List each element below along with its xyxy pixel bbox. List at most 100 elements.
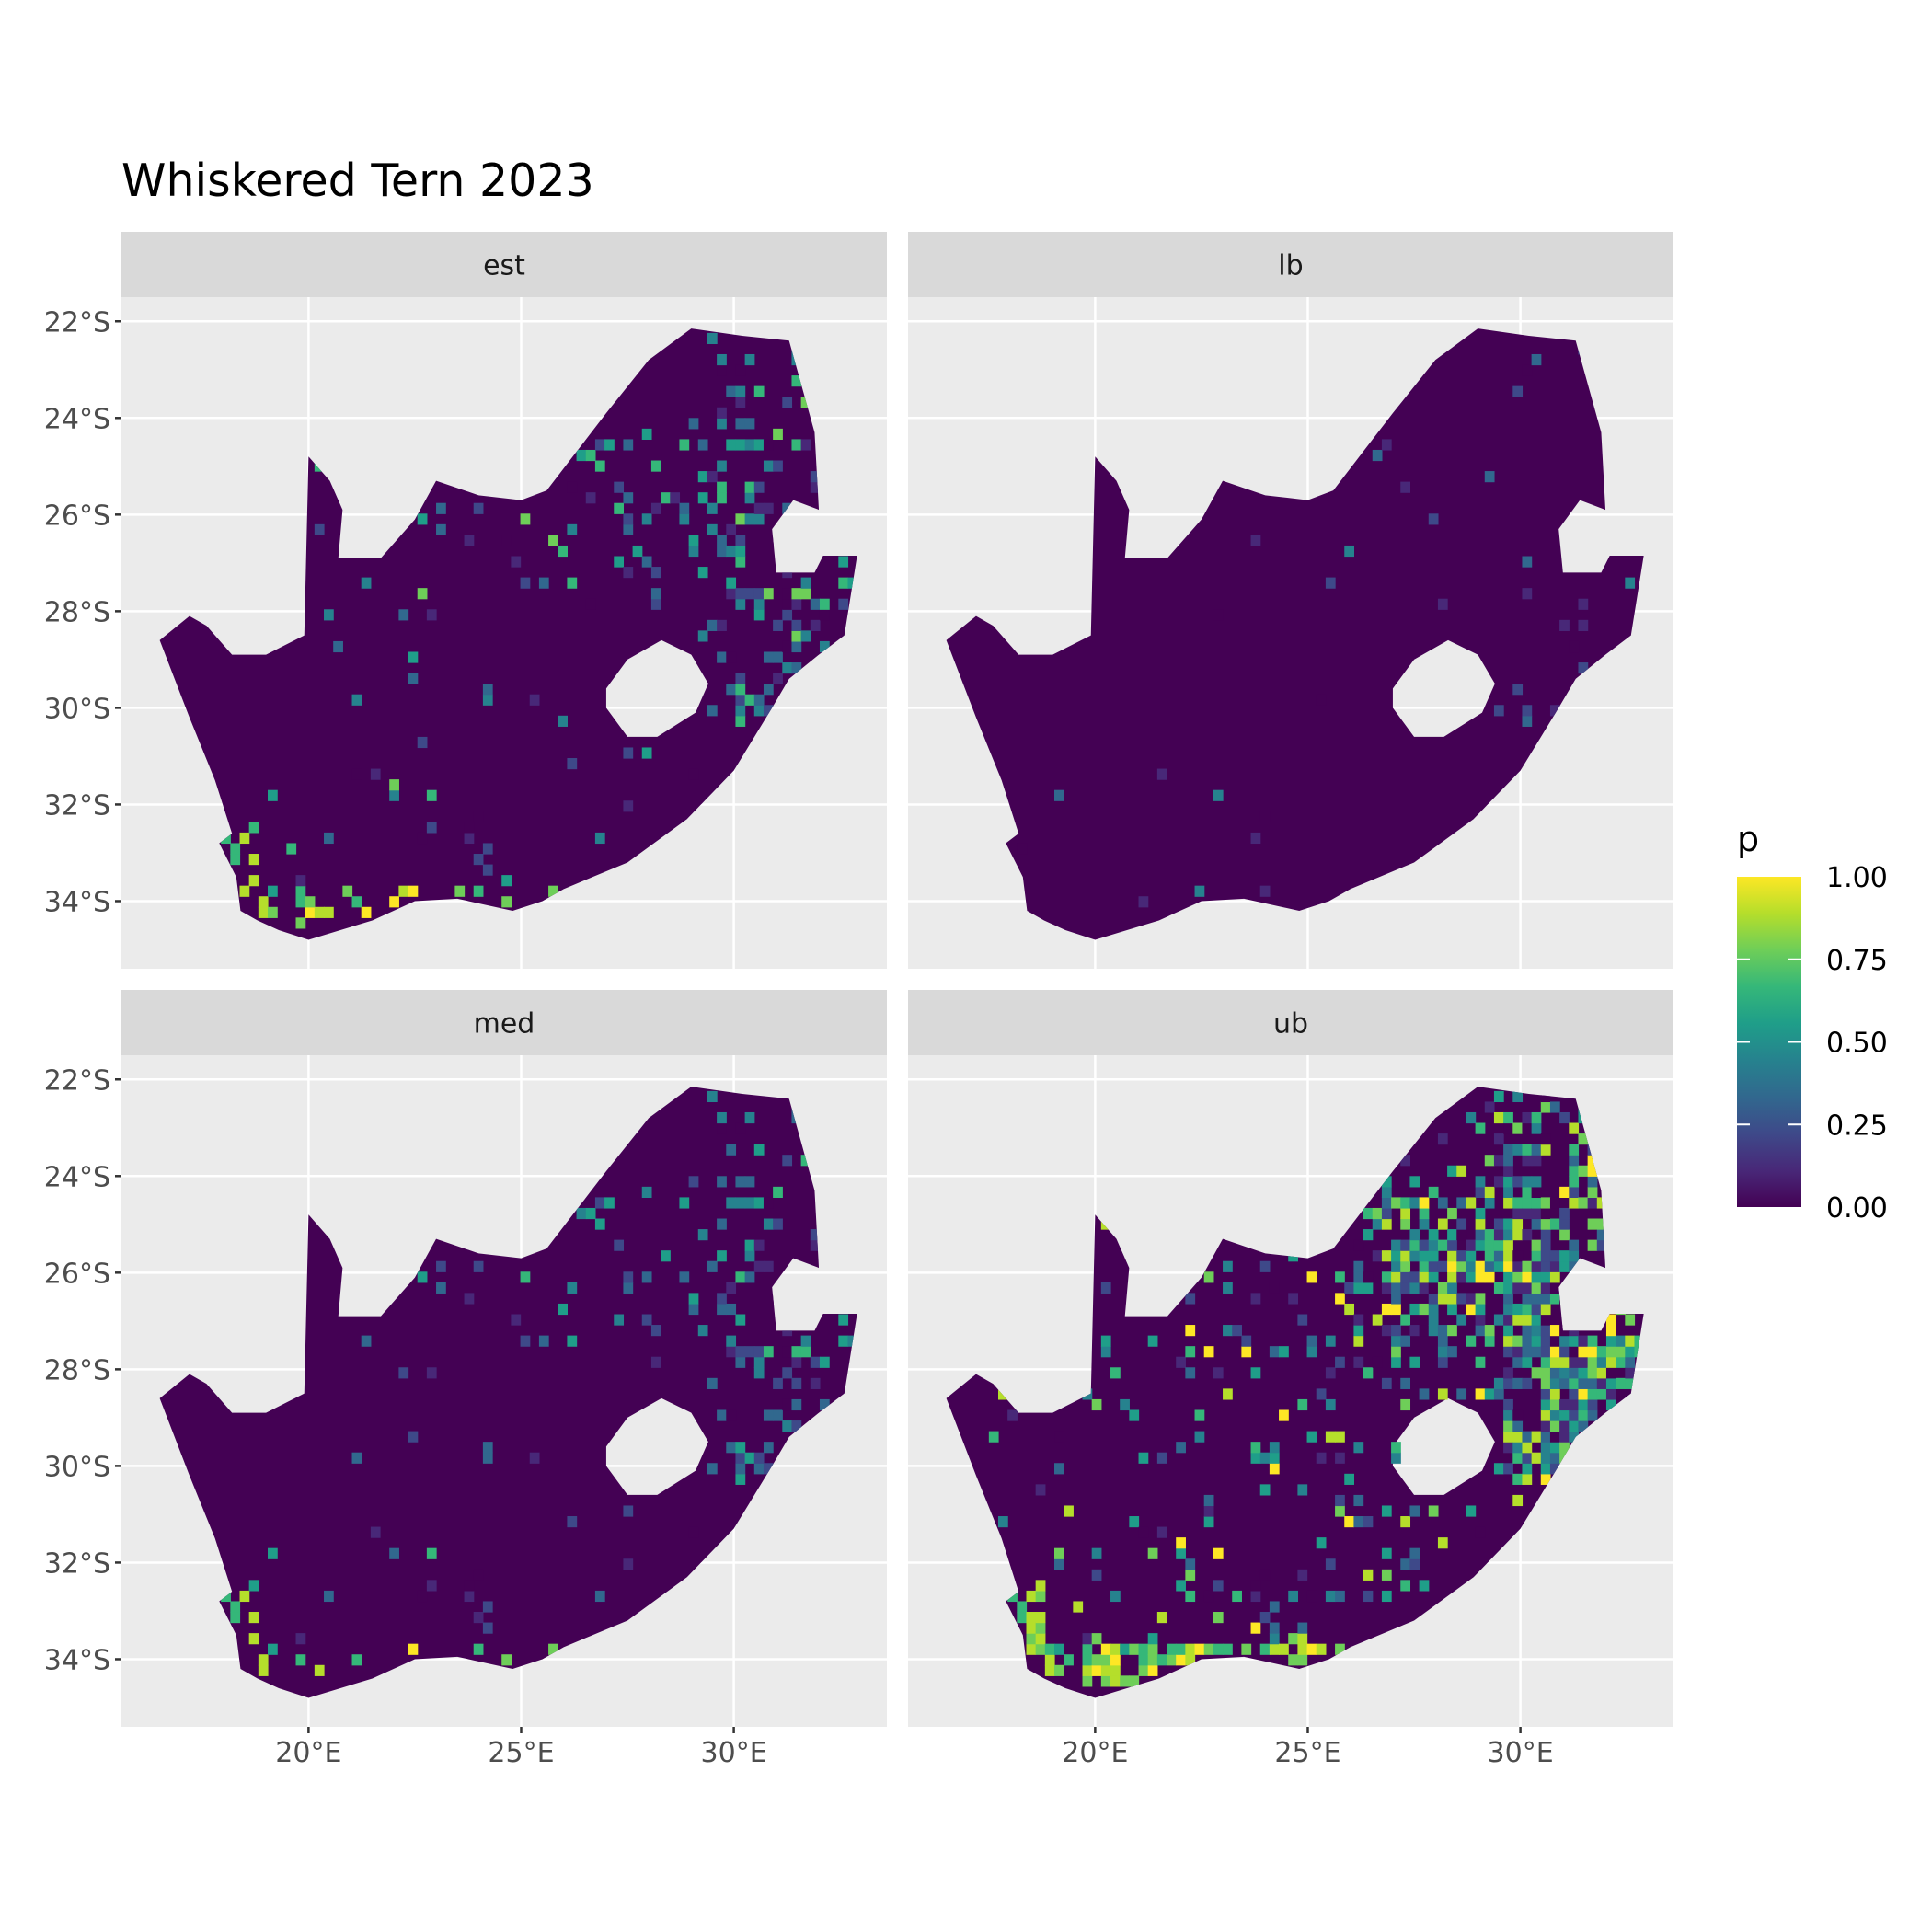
y-tick-label: 28°S bbox=[44, 1354, 110, 1386]
raster-cell bbox=[1466, 1293, 1477, 1305]
raster-cell bbox=[1522, 1346, 1533, 1358]
raster-cell bbox=[1531, 1218, 1542, 1230]
raster-cell bbox=[1391, 1356, 1401, 1368]
raster-cell bbox=[1391, 1197, 1401, 1209]
raster-cell bbox=[773, 619, 783, 631]
raster-cell bbox=[1569, 1398, 1580, 1411]
raster-cell bbox=[1138, 1664, 1149, 1676]
raster-cell bbox=[1503, 1260, 1513, 1272]
raster-cell bbox=[1250, 1452, 1261, 1464]
y-tick-label: 22°S bbox=[44, 306, 110, 339]
raster-cell bbox=[800, 577, 811, 589]
raster-cell bbox=[1259, 811, 1271, 822]
raster-cell bbox=[1569, 1176, 1580, 1188]
raster-cell bbox=[1466, 1239, 1477, 1251]
raster-cell bbox=[773, 1218, 783, 1230]
raster-cell bbox=[819, 1398, 830, 1411]
raster-cell bbox=[1363, 1282, 1374, 1294]
raster-cell bbox=[1512, 1229, 1524, 1241]
raster-cell bbox=[1549, 1218, 1560, 1230]
raster-cell bbox=[1306, 1643, 1317, 1655]
raster-cell bbox=[1531, 353, 1542, 366]
raster-cell bbox=[1456, 1271, 1467, 1283]
raster-cell bbox=[1054, 789, 1064, 801]
raster-cell bbox=[1363, 1590, 1374, 1603]
raster-cell bbox=[529, 694, 540, 706]
raster-cell bbox=[819, 640, 830, 653]
raster-cell bbox=[838, 577, 849, 589]
raster-cell bbox=[1400, 1260, 1411, 1272]
raster-cell bbox=[1456, 1250, 1467, 1262]
raster-cell bbox=[697, 471, 708, 483]
raster-cell bbox=[1625, 1346, 1636, 1358]
y-tick-label: 24°S bbox=[44, 403, 110, 435]
raster-cell bbox=[1054, 1431, 1064, 1443]
raster-cell bbox=[1353, 1239, 1364, 1251]
facet-panel-lb: lb bbox=[908, 232, 1673, 969]
raster-cell bbox=[726, 385, 737, 397]
raster-cell bbox=[1503, 1420, 1513, 1432]
raster-cell bbox=[1569, 1250, 1580, 1262]
raster-cell bbox=[1400, 1250, 1411, 1262]
raster-cell bbox=[1353, 1325, 1364, 1337]
raster-cell bbox=[1297, 1398, 1308, 1411]
raster-cell bbox=[1522, 1207, 1533, 1220]
raster-cell bbox=[1409, 1558, 1420, 1570]
raster-cell bbox=[735, 715, 746, 727]
raster-cell bbox=[697, 1229, 708, 1241]
raster-cell bbox=[1120, 1675, 1130, 1687]
raster-cell bbox=[782, 609, 793, 621]
raster-cell bbox=[661, 1250, 671, 1262]
raster-cell bbox=[370, 768, 381, 780]
raster-cell bbox=[744, 1197, 755, 1209]
raster-cell bbox=[1522, 1335, 1533, 1347]
raster-cell bbox=[482, 1601, 493, 1613]
raster-cell bbox=[473, 811, 484, 822]
raster-cell bbox=[1569, 1197, 1580, 1209]
raster-cell bbox=[1176, 1356, 1186, 1368]
raster-cell bbox=[773, 460, 783, 472]
raster-cell bbox=[1391, 1239, 1401, 1251]
raster-cell bbox=[1110, 1654, 1121, 1666]
raster-cell bbox=[1493, 1260, 1504, 1272]
raster-cell bbox=[1353, 1494, 1364, 1507]
raster-cell bbox=[1335, 1356, 1345, 1368]
raster-cell bbox=[1596, 1367, 1607, 1379]
raster-cell bbox=[1540, 1239, 1551, 1251]
raster-cell bbox=[1381, 1207, 1392, 1220]
raster-cell bbox=[1569, 1122, 1580, 1134]
raster-cell bbox=[1437, 1218, 1448, 1230]
y-tick-label: 32°S bbox=[44, 789, 110, 822]
raster-cell bbox=[1391, 1293, 1401, 1305]
raster-cell bbox=[1549, 1101, 1560, 1113]
raster-cell bbox=[1493, 1229, 1504, 1241]
raster-cell bbox=[1269, 1643, 1280, 1655]
raster-cell bbox=[576, 449, 587, 462]
raster-cell bbox=[1569, 1346, 1580, 1358]
raster-cell bbox=[1400, 1398, 1411, 1411]
raster-cell bbox=[248, 1612, 259, 1624]
raster-cell bbox=[1512, 1282, 1524, 1294]
raster-cell bbox=[1082, 1664, 1093, 1676]
raster-cell bbox=[1428, 1303, 1439, 1316]
raster-cell bbox=[1372, 449, 1383, 462]
raster-cell bbox=[1372, 1207, 1383, 1220]
raster-cell bbox=[1073, 1601, 1084, 1613]
raster-cell bbox=[1634, 1335, 1644, 1347]
raster-cell bbox=[558, 545, 569, 558]
raster-cell bbox=[1484, 1101, 1495, 1113]
raster-cell bbox=[1569, 1335, 1580, 1347]
raster-cell bbox=[726, 1197, 737, 1209]
raster-cell bbox=[520, 1271, 531, 1283]
raster-cell bbox=[744, 694, 755, 706]
raster-cell bbox=[1540, 1325, 1551, 1337]
facet-panel-ub: ub 20°E 25°E 30°E bbox=[908, 990, 1673, 1769]
raster-cell bbox=[753, 385, 765, 397]
raster-cell bbox=[1335, 1643, 1345, 1655]
raster-cell bbox=[791, 375, 802, 387]
raster-cell bbox=[1400, 1239, 1411, 1251]
raster-cell bbox=[1110, 1643, 1121, 1655]
raster-cell bbox=[1381, 1176, 1392, 1188]
raster-cell bbox=[295, 1654, 306, 1666]
raster-cell bbox=[726, 545, 737, 558]
